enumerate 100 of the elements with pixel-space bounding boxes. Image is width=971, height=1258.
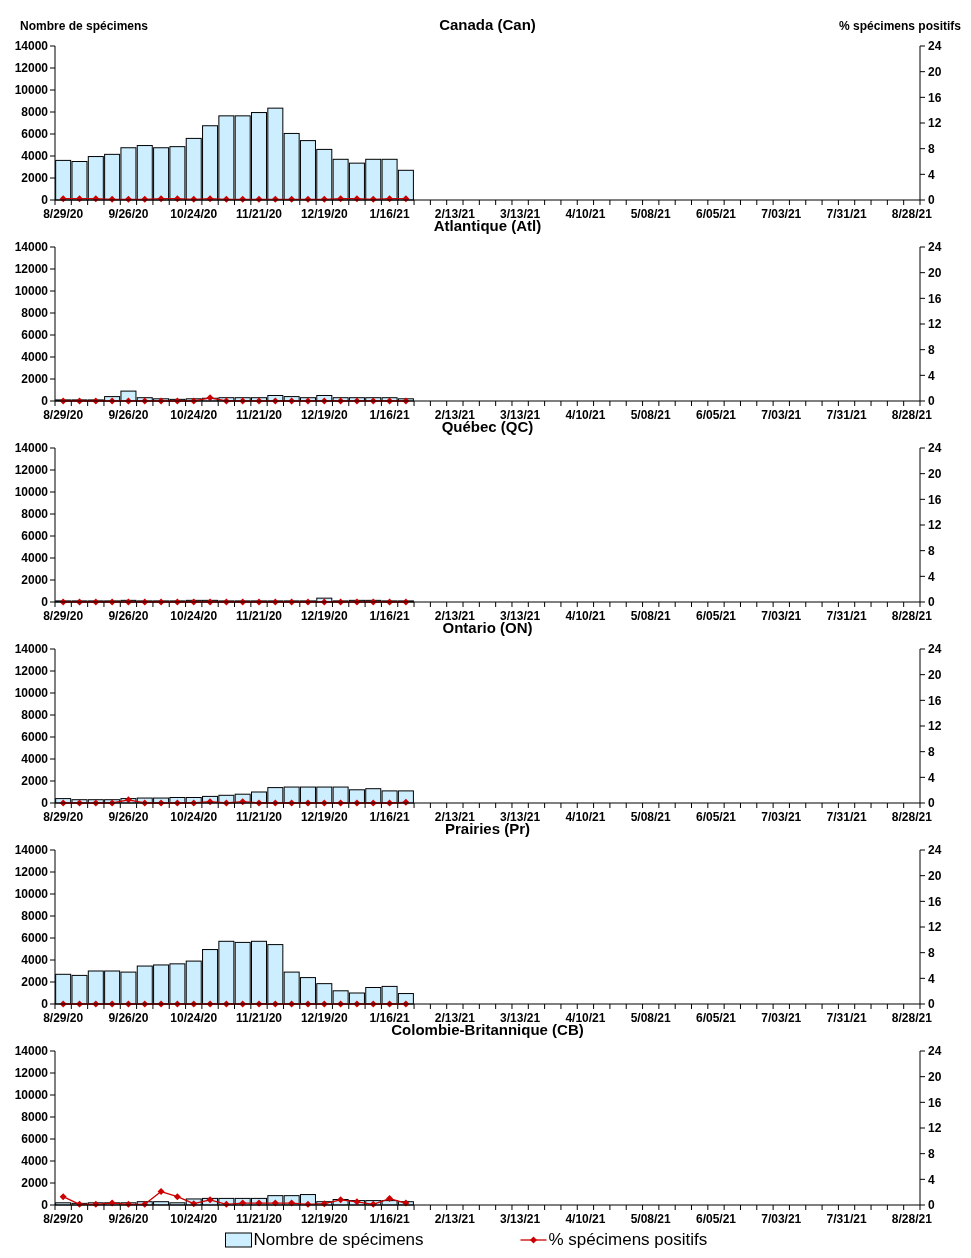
x-tick-label: 7/31/21 (826, 609, 867, 623)
y-tick-label: 6000 (21, 730, 49, 745)
y-tick-label: 0 (41, 394, 49, 409)
y2-axis-title: % spécimens positifs (838, 19, 962, 33)
y-tick-label: 8000 (21, 105, 49, 120)
y-tick-label: 10000 (14, 284, 49, 299)
x-tick-label: 12/19/20 (300, 1212, 348, 1226)
y2-tick-label: 0 (928, 997, 935, 1012)
x-tick-label: 11/21/20 (235, 1212, 283, 1226)
x-tick-label: 8/28/21 (891, 408, 933, 422)
y-tick-label: 0 (41, 193, 49, 208)
y-tick-label: 12000 (14, 1066, 49, 1081)
x-tick-label: 6/05/21 (695, 810, 737, 824)
x-tick-label: 9/26/20 (108, 1011, 149, 1025)
y-tick-label: 2000 (21, 372, 49, 387)
legend-label: Nombre de spécimens (253, 1230, 424, 1249)
y-tick-label: 6000 (21, 529, 49, 544)
y-tick-label: 6000 (21, 931, 49, 946)
x-tick-label: 8/28/21 (891, 1212, 933, 1226)
y2-tick-label: 20 (928, 1069, 942, 1084)
y-tick-label: 2000 (21, 975, 49, 990)
y2-tick-label: 8 (928, 945, 935, 960)
y-tick-label: 4000 (21, 350, 49, 365)
x-tick-label: 10/24/20 (170, 609, 218, 623)
x-tick-label: 10/24/20 (170, 1011, 218, 1025)
x-tick-label: 7/03/21 (761, 1212, 802, 1226)
x-tick-label: 7/31/21 (826, 408, 867, 422)
y-tick-label: 10000 (14, 1088, 49, 1103)
x-tick-label: 10/24/20 (170, 1212, 218, 1226)
y2-tick-label: 12 (928, 1121, 942, 1136)
y2-tick-label: 16 (928, 492, 942, 507)
y-tick-label: 12000 (14, 664, 49, 679)
y-tick-label: 0 (41, 1198, 49, 1213)
y2-tick-label: 24 (928, 441, 942, 456)
x-tick-label: 7/03/21 (761, 1011, 802, 1025)
y-tick-label: 12000 (14, 865, 49, 880)
y2-tick-label: 0 (928, 595, 935, 610)
legend-label: % spécimens positifs (548, 1230, 708, 1249)
x-tick-label: 10/24/20 (170, 810, 218, 824)
x-tick-label: 1/16/21 (369, 609, 410, 623)
y-tick-label: 12000 (14, 463, 49, 478)
y2-tick-label: 4 (928, 167, 935, 182)
x-tick-label: 5/08/21 (630, 1212, 672, 1226)
x-tick-label: 7/31/21 (826, 1011, 867, 1025)
y2-tick-label: 16 (928, 291, 942, 306)
y2-tick-label: 8 (928, 744, 935, 759)
y2-tick-label: 4 (928, 368, 935, 383)
y2-tick-label: 4 (928, 770, 935, 785)
x-tick-label: 8/28/21 (891, 207, 933, 221)
x-tick-label: 6/05/21 (695, 609, 737, 623)
y2-tick-label: 24 (928, 1044, 942, 1059)
y-tick-label: 10000 (14, 887, 49, 902)
y2-tick-label: 8 (928, 543, 935, 558)
x-tick-label: 8/28/21 (891, 609, 933, 623)
x-tick-label: 6/05/21 (695, 1212, 737, 1226)
x-tick-label: 6/05/21 (695, 408, 737, 422)
y2-tick-label: 24 (928, 39, 942, 54)
y2-tick-label: 8 (928, 141, 935, 156)
y-tick-label: 4000 (21, 551, 49, 566)
y-tick-label: 4000 (21, 953, 49, 968)
y2-tick-label: 8 (928, 1146, 935, 1161)
y2-tick-label: 16 (928, 90, 942, 105)
y2-tick-label: 16 (928, 1095, 942, 1110)
x-tick-label: 5/08/21 (630, 1011, 672, 1025)
y2-tick-label: 12 (928, 920, 942, 935)
y2-tick-label: 12 (928, 719, 942, 734)
y-tick-label: 2000 (21, 774, 49, 789)
y-tick-label: 2000 (21, 1176, 49, 1191)
x-tick-label: 8/29/20 (43, 207, 84, 221)
y-tick-label: 4000 (21, 149, 49, 164)
y2-tick-label: 20 (928, 466, 942, 481)
x-tick-label: 4/10/21 (565, 609, 606, 623)
y2-tick-label: 0 (928, 394, 935, 409)
y-tick-label: 8000 (21, 507, 49, 522)
y-tick-label: 6000 (21, 1132, 49, 1147)
x-tick-label: 1/16/21 (369, 1212, 410, 1226)
y-tick-label: 10000 (14, 686, 49, 701)
y-tick-label: 10000 (14, 83, 49, 98)
x-tick-label: 1/16/21 (369, 810, 410, 824)
y2-tick-label: 4 (928, 971, 935, 986)
x-tick-label: 8/29/20 (43, 810, 84, 824)
x-tick-label: 4/10/21 (565, 810, 606, 824)
x-tick-label: 7/31/21 (826, 810, 867, 824)
y-tick-label: 8000 (21, 708, 49, 723)
y-tick-label: 0 (41, 997, 49, 1012)
x-tick-label: 8/29/20 (43, 609, 84, 623)
y2-tick-label: 20 (928, 868, 942, 883)
x-tick-label: 12/19/20 (300, 207, 348, 221)
x-tick-label: 9/26/20 (108, 609, 149, 623)
x-tick-label: 7/03/21 (761, 810, 802, 824)
x-tick-label: 9/26/20 (108, 810, 149, 824)
y-tick-label: 12000 (14, 262, 49, 277)
x-tick-label: 5/08/21 (630, 810, 672, 824)
x-tick-label: 3/13/21 (500, 1212, 541, 1226)
y-tick-label: 14000 (14, 843, 49, 858)
y-tick-label: 14000 (14, 642, 49, 657)
y-axis-title: Nombre de spécimens (20, 19, 149, 33)
x-tick-label: 11/21/20 (235, 1011, 283, 1025)
y-tick-label: 14000 (14, 1044, 49, 1059)
x-tick-label: 4/10/21 (565, 207, 606, 221)
